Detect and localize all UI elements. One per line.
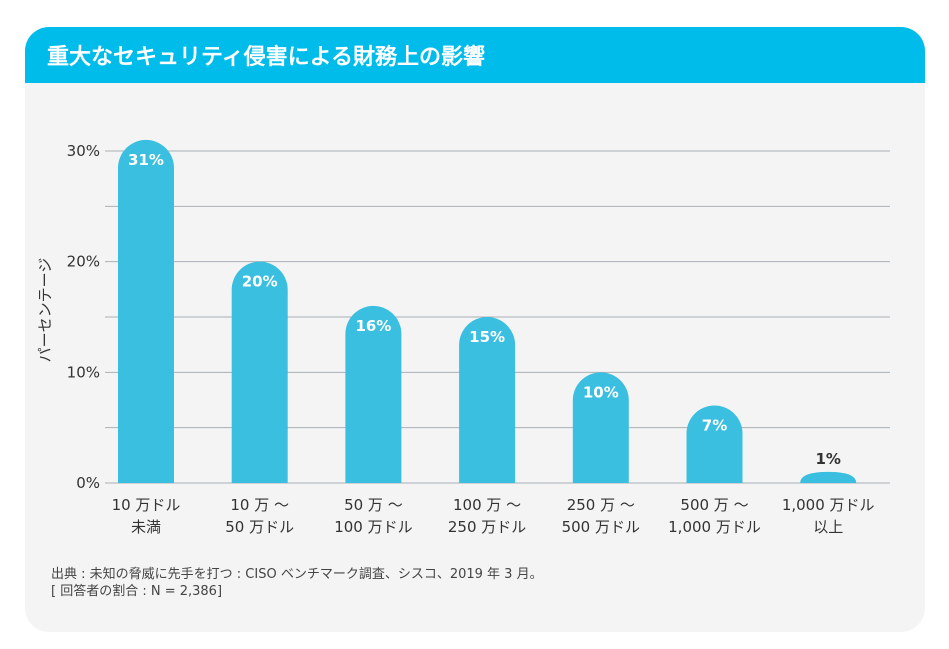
x-tick-label: 500 万 ～ — [680, 496, 748, 514]
y-tick-label: 30% — [67, 142, 100, 160]
x-tick-label: 1,000 万ドル — [782, 496, 875, 514]
y-tick-label: 20% — [67, 253, 100, 271]
data-label: 1% — [815, 450, 840, 468]
x-tick-label: 1,000 万ドル — [668, 518, 761, 536]
x-tick-label: 10 万ドル — [112, 496, 181, 514]
data-label: 10% — [583, 383, 619, 401]
bar — [345, 305, 402, 483]
respondent-note: [ 回答者の割合 : N = 2,386] — [51, 584, 223, 599]
chart-title: 重大なセキュリティ侵害による財務上の影響 — [47, 45, 486, 70]
data-label: 20% — [242, 273, 278, 291]
x-tick-label: 50 万ドル — [225, 518, 294, 536]
bar — [686, 405, 743, 483]
header-bar: 重大なセキュリティ侵害による財務上の影響 — [25, 27, 925, 83]
chart-card: 重大なセキュリティ侵害による財務上の影響 0% 10% 20% 30% パーセンテージ 3… — [25, 27, 925, 632]
y-axis-label: パーセンテージ — [36, 258, 54, 363]
y-tick-label: 0% — [76, 474, 100, 492]
bar — [572, 372, 629, 483]
x-tick-label: 100 万ドル — [334, 518, 412, 536]
bar — [800, 471, 857, 483]
data-label: 31% — [128, 151, 164, 169]
data-label: 15% — [469, 328, 505, 346]
x-tick-label: 500 万ドル — [562, 518, 640, 536]
x-tick-label: 250 万 ～ — [567, 496, 635, 514]
x-tick-label: 250 万ドル — [448, 518, 526, 536]
y-tick-label: 10% — [67, 363, 100, 381]
x-tick-label: 未満 — [131, 518, 161, 536]
data-label: 7% — [702, 417, 727, 435]
bar — [231, 261, 288, 483]
data-label: 16% — [355, 317, 391, 335]
bar — [459, 317, 516, 483]
x-tick-label: 10 万 ～ — [230, 496, 289, 514]
x-tick-label: 100 万 ～ — [453, 496, 521, 514]
x-tick-label: 以上 — [813, 518, 843, 536]
x-tick-label: 50 万 ～ — [344, 496, 403, 514]
source-note: 出典 : 未知の脅威に先手を打つ : CISO ベンチマーク調査、シスコ、201… — [51, 567, 543, 582]
bar — [118, 139, 174, 483]
